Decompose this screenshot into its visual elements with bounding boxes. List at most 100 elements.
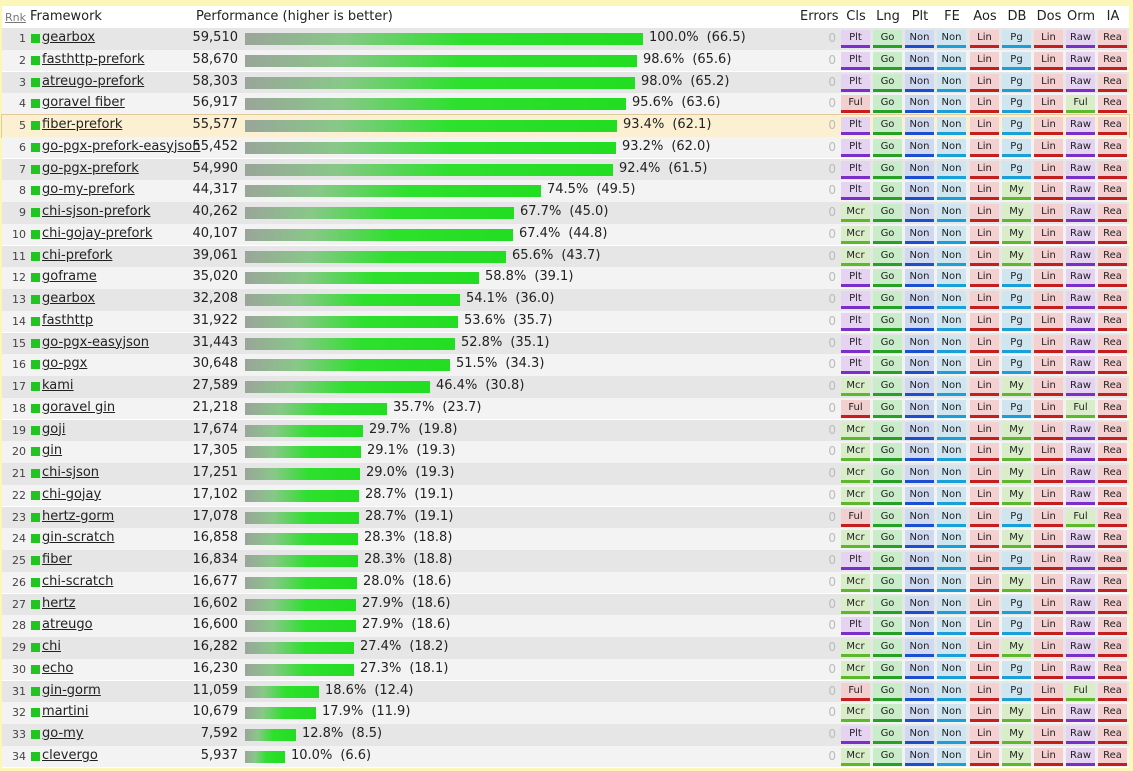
framework-link[interactable]: goframe <box>42 269 97 285</box>
badge-db: Pg <box>1002 117 1031 135</box>
rank-number: 14 <box>12 314 26 328</box>
rank-number: 9 <box>19 206 26 219</box>
framework-link[interactable]: chi-scratch <box>42 573 114 589</box>
framework-link[interactable]: gin <box>42 443 63 459</box>
framework-link[interactable]: hertz-gorm <box>42 508 115 524</box>
framework-link[interactable]: chi-gojay <box>42 486 102 502</box>
percent-label: 27.9% (18.6) <box>362 596 450 611</box>
badge-dos: Lin <box>1034 465 1063 483</box>
framework-link[interactable]: fasthttp <box>42 312 94 328</box>
framework-link[interactable]: gin-scratch <box>42 530 115 546</box>
badge-cls: Mcr <box>841 747 870 766</box>
framework-link[interactable]: go-pgx-easyjson <box>42 334 150 350</box>
request-count: 56,917 <box>192 95 239 111</box>
score-value: (11.9) <box>371 704 411 720</box>
error-count: 0 <box>828 161 836 176</box>
rank-header[interactable]: Rnk <box>5 11 26 24</box>
rank-number: 26 <box>12 575 26 589</box>
framework-link[interactable]: chi-sjson-prefork <box>42 204 151 219</box>
performance-bar <box>245 337 455 350</box>
badge-plt: Non <box>905 225 934 244</box>
percent-label: 58.8% (39.1) <box>485 269 573 284</box>
badge-ia: Rea <box>1098 73 1127 92</box>
badge-plt: Non <box>905 247 934 266</box>
framework-link[interactable]: goravel fiber <box>42 95 125 111</box>
framework-link[interactable]: atreugo <box>42 617 93 633</box>
performance-bar <box>245 228 513 241</box>
framework-link[interactable]: fiber-prefork <box>42 117 123 132</box>
framework-link[interactable]: goji <box>42 421 66 437</box>
status-square-icon <box>31 77 40 87</box>
badge-fe: Non <box>937 530 966 549</box>
badge-ia: Rea <box>1098 30 1127 48</box>
framework-link[interactable]: go-my-prefork <box>42 182 135 198</box>
badge-db: Pg <box>1002 138 1031 157</box>
badge-db: My <box>1002 747 1031 766</box>
percent-label: 28.0% (18.6) <box>363 574 451 589</box>
column-header-orm: Orm <box>1066 9 1095 24</box>
badge-plt: Non <box>905 595 934 614</box>
rank-number: 33 <box>12 728 26 741</box>
table-row: 18 goravel gin 21,218 35.7% (23.7) 0 Ful Go Non N… <box>2 397 1129 420</box>
framework-link[interactable]: go-pgx-prefork-easyjson <box>42 138 201 154</box>
table-row: 22 chi-gojay 17,102 28.7% (19.1) 0 Mcr Go Non Non… <box>2 484 1129 507</box>
badge-aos: Lin <box>970 747 999 766</box>
framework-link[interactable]: chi-gojay-prefork <box>42 225 153 241</box>
framework-link[interactable]: martini <box>42 704 89 720</box>
rank-number: 22 <box>12 488 26 502</box>
badge-dos: Lin <box>1034 639 1063 657</box>
framework-link[interactable]: gearbox <box>42 291 96 306</box>
status-square-icon <box>31 142 40 152</box>
framework-link[interactable]: clevergo <box>42 747 98 763</box>
error-count: 0 <box>828 748 836 763</box>
badge-plt: Non <box>905 378 934 396</box>
error-count: 0 <box>828 139 836 154</box>
badge-cls: Mcr <box>841 421 870 440</box>
badge-ia: Rea <box>1098 595 1127 614</box>
framework-link[interactable]: hertz <box>42 595 76 611</box>
framework-link[interactable]: go-pgx-prefork <box>42 160 139 176</box>
framework-link[interactable]: goravel gin <box>42 399 116 415</box>
table-row: 1 gearbox 59,510 100.0% (66.5) 0 Plt Go Non Non Li… <box>2 28 1129 50</box>
badge-ia: Rea <box>1098 225 1127 244</box>
badge-dos: Lin <box>1034 138 1063 157</box>
badge-plt: Non <box>905 95 934 114</box>
table-row: 27 hertz 16,602 27.9% (18.6) 0 Mcr Go Non Non Lin P… <box>2 593 1129 616</box>
request-count: 17,102 <box>192 486 239 502</box>
framework-link[interactable]: gearbox <box>42 30 96 45</box>
table-row: 4 goravel fiber 56,917 95.6% (63.6) 0 Ful Go Non… <box>2 93 1129 115</box>
framework-link[interactable]: chi-prefork <box>42 247 113 263</box>
badge-dos: Lin <box>1034 552 1063 570</box>
column-header-ia: IA <box>1106 9 1120 24</box>
percent-value: 67.4% <box>519 225 561 241</box>
framework-link[interactable]: fasthttp-prefork <box>42 51 145 67</box>
framework-link[interactable]: chi <box>42 639 61 654</box>
request-count: 59,510 <box>192 30 239 45</box>
framework-link[interactable]: fiber <box>42 552 72 567</box>
badge-dos: Lin <box>1034 247 1063 266</box>
framework-link[interactable]: go-my <box>42 726 84 741</box>
badge-orm: Raw <box>1066 704 1095 723</box>
framework-link[interactable]: go-pgx <box>42 356 88 372</box>
badge-ia: Rea <box>1098 51 1127 70</box>
table-row: 5 fiber-prefork 55,577 93.4% (62.1) 0 Plt Go Non… <box>1 114 1130 138</box>
error-count: 0 <box>828 618 836 633</box>
request-count: 54,990 <box>192 160 239 176</box>
badge-aos: Lin <box>970 508 999 527</box>
rank-number: 24 <box>12 532 26 546</box>
percent-label: 29.0% (19.3) <box>366 465 454 480</box>
status-square-icon <box>31 360 40 370</box>
rank-number: 7 <box>19 162 26 176</box>
request-count: 17,251 <box>192 465 239 480</box>
framework-link[interactable]: atreugo-prefork <box>42 73 145 89</box>
framework-link[interactable]: gin-gorm <box>42 682 101 698</box>
badge-ia: Rea <box>1098 204 1127 222</box>
framework-link[interactable]: chi-sjson <box>42 465 100 480</box>
score-value: (6.6) <box>340 747 372 763</box>
framework-link[interactable]: echo <box>42 660 74 676</box>
badge-fe: Non <box>937 138 966 157</box>
badge-aos: Lin <box>970 117 999 135</box>
badge-dos: Lin <box>1034 660 1063 679</box>
framework-link[interactable]: kami <box>42 378 74 393</box>
rank-number: 29 <box>12 641 26 654</box>
